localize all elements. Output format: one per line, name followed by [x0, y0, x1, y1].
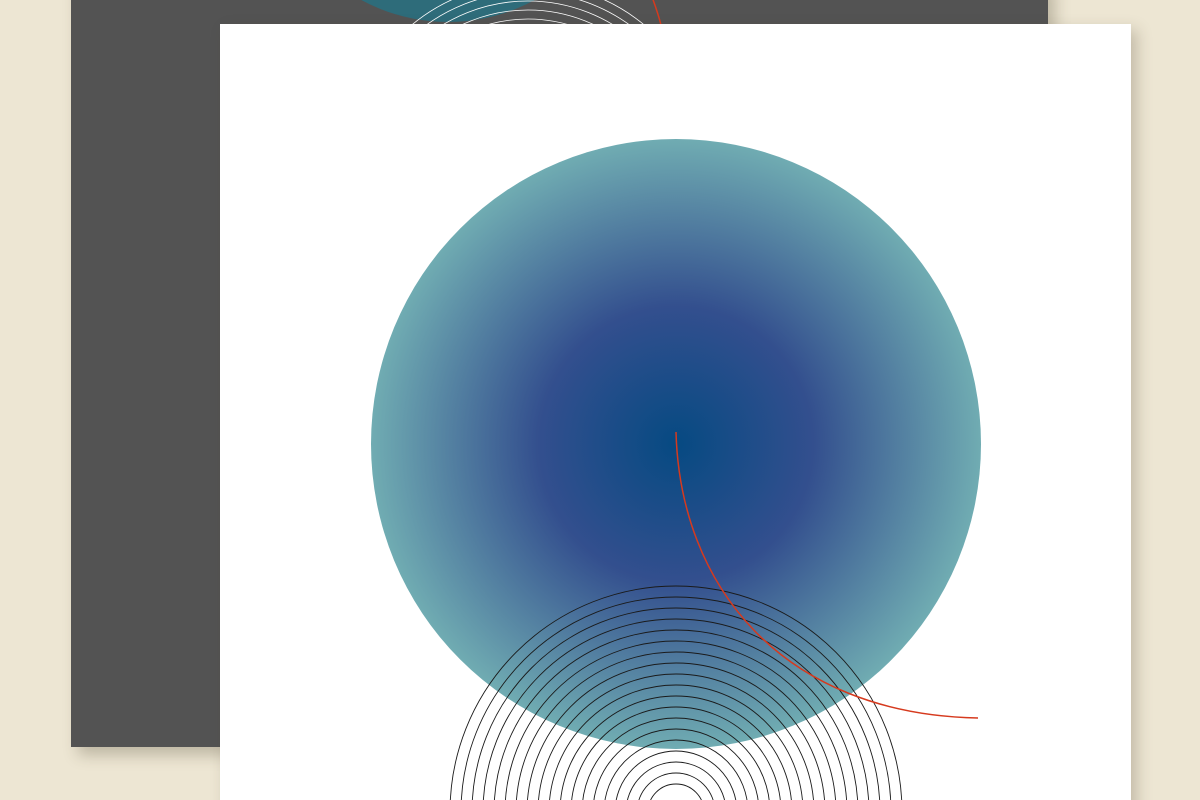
ring — [560, 695, 792, 800]
ring — [493, 629, 859, 800]
back-red-arc — [652, 0, 662, 26]
ring — [549, 684, 803, 800]
ring — [449, 585, 903, 800]
ring — [615, 750, 737, 800]
ring — [471, 607, 881, 800]
ring — [638, 772, 714, 800]
ring — [460, 596, 892, 800]
ring — [538, 673, 814, 800]
ring — [650, 783, 702, 800]
ring — [527, 662, 825, 800]
ring — [482, 618, 870, 800]
front-artwork — [220, 24, 1131, 800]
ring — [571, 706, 781, 800]
ring — [627, 761, 725, 800]
ring — [582, 717, 770, 800]
concentric-rings — [449, 585, 903, 800]
ring — [516, 651, 836, 800]
front-artwork-card — [220, 24, 1131, 800]
red-arc — [675, 431, 979, 719]
ring — [593, 728, 759, 800]
ring — [604, 739, 748, 800]
ring — [504, 640, 848, 800]
